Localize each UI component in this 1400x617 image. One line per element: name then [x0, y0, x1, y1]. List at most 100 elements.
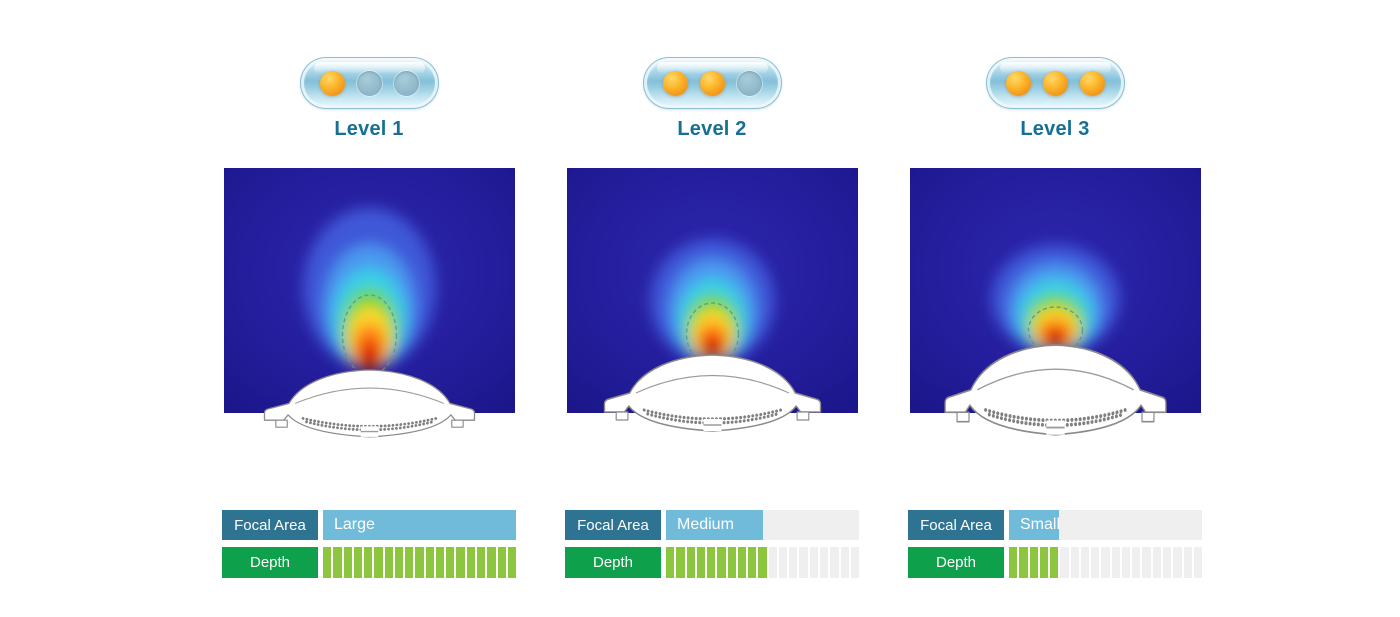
simulation-heatmap: [566, 168, 858, 450]
depth-segment: [1009, 547, 1018, 578]
depth-segment: [1132, 547, 1141, 578]
depth-segments: [323, 547, 517, 578]
depth-segment: [737, 547, 747, 578]
intensity-pill: [299, 57, 439, 109]
pill-dots: [300, 57, 439, 109]
depth-segment: [830, 547, 839, 578]
depth-segment: [1070, 547, 1079, 578]
depth-segment: [1039, 547, 1049, 578]
depth-segment: [435, 547, 445, 578]
depth-segment: [405, 547, 414, 578]
depth-segment: [1019, 547, 1028, 578]
depth-segment: [353, 547, 363, 578]
depth-segment: [384, 547, 393, 578]
depth-segment: [819, 547, 829, 578]
depth-segment: [1121, 547, 1131, 578]
pill-dots: [986, 57, 1125, 109]
depth-label: Depth: [565, 547, 661, 578]
depth-segment: [758, 547, 767, 578]
level-title: Level 1: [334, 118, 404, 140]
depth-segment: [1111, 547, 1120, 578]
depth-segment: [446, 547, 455, 578]
intensity-pill: [985, 57, 1125, 109]
focal-area-value: Medium: [677, 516, 734, 533]
depth-segment: [1152, 547, 1161, 578]
simulation-heatmap: [909, 168, 1201, 450]
transducer-dome: [263, 369, 475, 438]
focal-area-value: Large: [334, 516, 375, 533]
depth-segments: [666, 547, 860, 578]
depth-segment: [666, 547, 675, 578]
depth-segment: [497, 547, 506, 578]
depth-segment: [343, 547, 352, 578]
heat-plume: [650, 239, 774, 363]
depth-segment: [323, 547, 332, 578]
pill-dot-active: [662, 70, 688, 96]
depth-label: Depth: [908, 547, 1004, 578]
depth-segment: [707, 547, 716, 578]
depth-segment: [686, 547, 695, 578]
depth-segment: [1183, 547, 1192, 578]
level-column: Level 3 Focal Area Small: [908, 57, 1203, 578]
pill-dot-inactive: [393, 70, 419, 96]
depth-segment: [1029, 547, 1038, 578]
heatmap-svg: [566, 168, 858, 432]
depth-segment: [507, 547, 517, 578]
depth-row: Depth: [565, 547, 860, 578]
focal-area-row: Focal Area Small: [908, 510, 1202, 540]
levels-comparison: Level 1 Focal Area Large: [222, 57, 1203, 578]
depth-segment: [676, 547, 685, 578]
pill-dot-active: [1079, 70, 1105, 96]
depth-segment: [364, 547, 373, 578]
depth-segment: [394, 547, 404, 578]
pill-dots: [643, 57, 782, 109]
depth-row: Depth: [908, 547, 1203, 578]
depth-segment: [487, 547, 496, 578]
focal-area-label: Focal Area: [908, 510, 1004, 540]
pill-dot-active: [1042, 70, 1068, 96]
depth-segment: [456, 547, 465, 578]
depth-segment: [374, 547, 383, 578]
focal-area-row: Focal Area Medium: [565, 510, 859, 540]
metric-bars: Focal Area Small Depth: [908, 510, 1203, 578]
depth-segment: [415, 547, 424, 578]
heatmap-svg: [223, 168, 515, 438]
depth-segment: [333, 547, 342, 578]
depth-segment: [1193, 547, 1203, 578]
depth-segment: [1101, 547, 1110, 578]
focal-area-fill: Medium: [666, 510, 763, 540]
depth-segment: [727, 547, 736, 578]
focal-area-fill: Small: [1009, 510, 1061, 540]
pill-dot-active: [699, 70, 725, 96]
depth-segment: [809, 547, 818, 578]
focal-contour: [1027, 306, 1083, 354]
depth-segment: [840, 547, 849, 578]
level-column: Level 2 Focal Area Medium: [565, 57, 860, 578]
depth-segment: [768, 547, 777, 578]
depth-segment: [476, 547, 486, 578]
focal-area-track: Small: [1009, 510, 1202, 540]
depth-segment: [1162, 547, 1172, 578]
depth-segments: [1009, 547, 1203, 578]
depth-segment: [799, 547, 808, 578]
depth-segment: [717, 547, 726, 578]
depth-segment: [1091, 547, 1100, 578]
pill-dot-inactive: [736, 70, 762, 96]
focal-area-value: Small: [1020, 516, 1061, 533]
depth-segment: [1050, 547, 1059, 578]
focal-area-track: Large: [323, 510, 516, 540]
metric-bars: Focal Area Medium Depth: [565, 510, 860, 578]
depth-segment: [1142, 547, 1151, 578]
depth-segment: [748, 547, 757, 578]
depth-segment: [1173, 547, 1182, 578]
depth-segment: [1080, 547, 1090, 578]
focal-area-fill: Large: [323, 510, 516, 540]
depth-row: Depth: [222, 547, 517, 578]
depth-segment: [789, 547, 798, 578]
heat-plume: [991, 245, 1119, 353]
heat-plume: [303, 208, 435, 373]
pill-dot-active: [1005, 70, 1031, 96]
level-column: Level 1 Focal Area Large: [222, 57, 517, 578]
transducer-dome: [943, 344, 1167, 436]
level-title: Level 2: [677, 118, 747, 140]
